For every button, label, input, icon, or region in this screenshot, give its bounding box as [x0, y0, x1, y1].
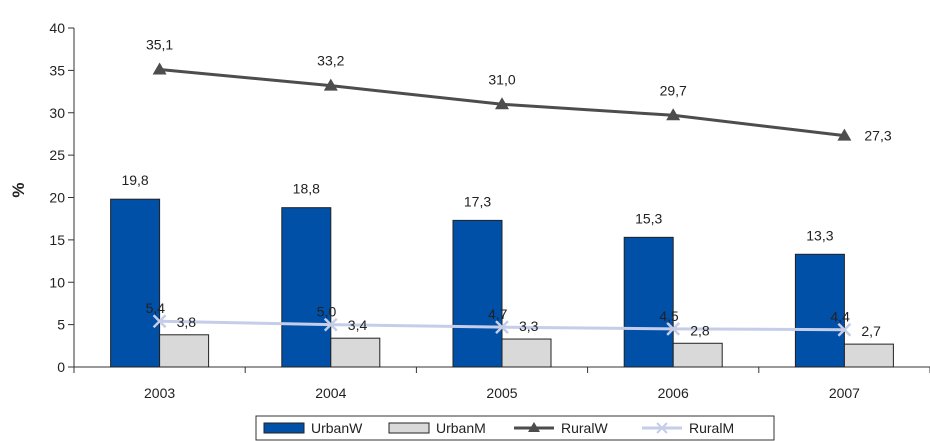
- bar-urbanm-2004: [330, 337, 381, 368]
- x-tick-label: 2005: [486, 385, 517, 401]
- point-ruralm-2003: [152, 314, 167, 329]
- point-ruralm-2005: [495, 320, 509, 335]
- x-tick-label: 2006: [658, 385, 689, 401]
- y-tick-label: 20: [49, 190, 65, 206]
- point-ruralw-2004: [323, 78, 338, 91]
- bar-urbanw-2006: [623, 236, 674, 368]
- point-ruralw-2005: [495, 97, 509, 110]
- x-tick-label: 2003: [144, 385, 175, 401]
- x-tick-label: 2007: [829, 385, 860, 401]
- bar-urbanw-2004: [281, 207, 332, 368]
- data-label-urbanw: 15,3: [635, 210, 662, 226]
- data-label-urbanm: 3,4: [348, 317, 368, 333]
- point-ruralw-2003: [152, 62, 167, 75]
- data-label-ruralm: 4,7: [488, 306, 508, 322]
- lines: [152, 62, 852, 337]
- y-tick-label: 30: [49, 105, 65, 121]
- data-label-ruralm: 4,4: [830, 309, 850, 325]
- point-mark: [656, 422, 668, 434]
- data-label-urbanm: 3,8: [177, 314, 197, 330]
- data-label-ruralw: 35,1: [146, 37, 173, 53]
- data-label-ruralw: 33,2: [317, 53, 344, 69]
- y-tick-label: 40: [49, 20, 65, 36]
- data-label-ruralw: 31,0: [488, 71, 515, 87]
- data-label-ruralm: 4,5: [659, 308, 679, 324]
- data-label-urbanw: 13,3: [806, 227, 833, 243]
- legend: UrbanW UrbanM RuralW RuralM: [255, 415, 775, 441]
- point-ruralw-2006: [666, 108, 681, 121]
- data-label-ruralm: 5,4: [146, 300, 166, 316]
- point-mark: [495, 320, 509, 335]
- bar-urbanw-2007: [794, 253, 845, 368]
- data-label-urbanw: 17,3: [464, 193, 491, 209]
- point-mark: [323, 317, 338, 332]
- point-ruralm-2004: [323, 317, 338, 332]
- data-label-urbanm: 2,7: [861, 323, 881, 339]
- point-mark: [152, 314, 167, 329]
- data-label-urbanw: 19,8: [121, 172, 148, 188]
- y-tick-label: 5: [57, 317, 65, 333]
- point-ruralm-2007: [837, 322, 852, 337]
- legend-label-ruralw: RuralW: [561, 420, 608, 436]
- legend-label-urbanm: UrbanM: [436, 420, 486, 436]
- x-tick-label: 2004: [315, 385, 346, 401]
- point-ruralm-2006: [666, 321, 681, 336]
- bar-urbanm-2003: [159, 334, 210, 368]
- legend-swatch-urbanw: [263, 422, 305, 434]
- legend-label-ruralm: RuralM: [689, 420, 734, 436]
- y-tick-label: 25: [49, 147, 65, 163]
- data-label-urbanm: 2,8: [690, 322, 710, 338]
- bar-urbanw-2003: [110, 198, 161, 368]
- data-label-urbanm: 3,3: [519, 318, 539, 334]
- bar-urbanm-2005: [501, 338, 552, 368]
- data-labels: 19,8 18,8 17,3 15,3 13,3 3,8 3,4 3,3 2,8 2,7 35,1 3…: [121, 37, 891, 340]
- bars: [110, 198, 894, 368]
- data-label-ruralw: 29,7: [660, 82, 687, 98]
- y-tick-label: 15: [49, 232, 65, 248]
- data-label-ruralw: 27,3: [864, 128, 891, 144]
- point-ruralw-2007: [837, 128, 852, 141]
- legend-label-urbanw: UrbanW: [311, 420, 363, 436]
- y-tick-label: 0: [57, 359, 65, 375]
- point-mark: [837, 322, 852, 337]
- legend-marker-ruralm: [656, 422, 668, 434]
- y-tick-label: 10: [49, 274, 65, 290]
- data-label-ruralm: 5,0: [317, 304, 337, 320]
- bar-urbanm-2006: [672, 342, 723, 368]
- bar-urbanw-2005: [452, 219, 503, 368]
- bar-urbanm-2007: [843, 343, 894, 368]
- y-tick-label: 35: [49, 62, 65, 78]
- data-label-urbanw: 18,8: [293, 181, 320, 197]
- y-axis-label: %: [9, 182, 28, 197]
- legend-marker-ruralw: [528, 422, 540, 432]
- point-mark: [666, 321, 681, 336]
- legend-swatch-urbanm: [388, 422, 430, 434]
